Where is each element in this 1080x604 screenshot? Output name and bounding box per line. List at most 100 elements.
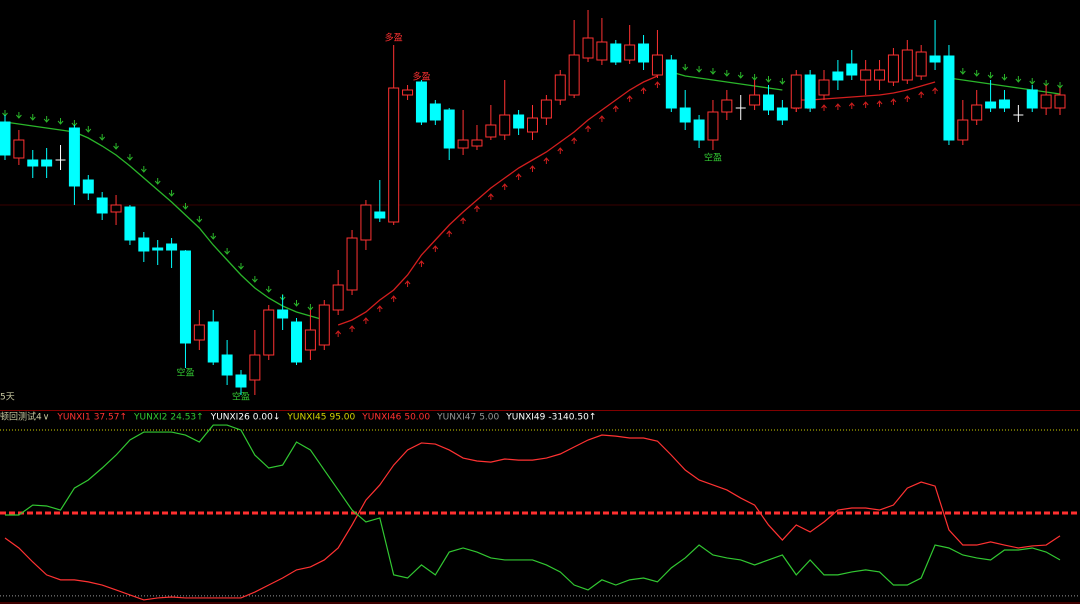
legend-text: YUNXI45 [286,413,326,423]
legend-text: ↑ [119,413,127,423]
candle-body [179,250,191,344]
candle-body [957,119,969,141]
candle-body [998,99,1010,109]
candle-body [804,74,816,109]
legend-text: YUNXI26 [210,413,250,423]
candle-body [193,324,205,341]
signal-arrow [113,143,119,150]
signal-arrow [710,68,716,75]
signal-arrow [599,115,605,122]
legend-text: 0.00 [253,413,273,423]
candle-body [110,204,122,213]
legend-text: -3140.50 [548,413,589,423]
signal-arrow [196,216,203,223]
signal-arrow [696,66,702,73]
candle-body [360,204,372,241]
candle-body [1040,94,1052,109]
signal-arrow [390,295,397,302]
candle-body [874,69,886,81]
signal-arrow [682,64,689,71]
candle-body [429,103,441,121]
candle-body [540,99,552,119]
candle-body [929,55,941,63]
candle-body [124,206,136,241]
candle-body [207,321,219,363]
candle-body [499,114,511,136]
signal-arrow [1029,78,1036,85]
candle-body [721,99,733,113]
candle-body [790,74,802,109]
legend-text: 5.00 [479,413,499,423]
candle-body [82,179,94,194]
candle-body [152,247,164,251]
candle-body [651,54,663,76]
candle-body [96,197,108,214]
legend-text: YUNXI47 [436,413,476,423]
signal-arrow [848,102,855,109]
signal-arrow [43,116,50,123]
signal-arrow [501,183,508,190]
signal-arrow [737,72,744,79]
legend-text: 24.53 [170,413,196,423]
candle-body [943,55,955,141]
signal-arrow [404,280,411,287]
signal-arrow [543,157,550,164]
signal-arrow [168,190,175,197]
signal-arrow [987,72,994,79]
signal-arrow [376,305,383,312]
signal-label: 空盈 [704,152,722,164]
candle-body [457,139,469,149]
candle-body [13,139,25,159]
legend-text: ↑ [196,413,204,423]
signal-arrow [446,230,453,237]
signal-arrow [251,276,258,283]
candle-body [235,374,247,388]
signal-arrow [418,260,425,267]
candle-body [915,51,927,77]
candle-body [1026,89,1038,109]
candle-body [693,119,705,141]
signal-arrow [265,286,272,293]
legend-text: ∨ [43,413,50,423]
candle-body [762,94,774,111]
candle-body [166,243,178,251]
candle-body [304,329,316,351]
candle-body [374,211,386,219]
signal-arrow [918,91,925,98]
candle-body [27,159,39,167]
signal-arrow [959,68,966,75]
candle-body [291,321,303,363]
signal-arrow [238,263,244,270]
signal-arrow [973,70,980,77]
stop-line [337,75,936,326]
candle-body [832,71,844,81]
period-label: 5天 [0,393,15,403]
signal-arrow [1001,74,1008,81]
signal-arrow [15,112,22,119]
legend-text: 顿回测试4 [0,411,42,423]
signal-arrow [487,193,494,200]
signal-arrow [154,178,161,185]
candle-body [638,43,650,63]
signal-arrow [1015,76,1022,83]
candle-body [221,354,233,376]
signal-arrow [307,304,314,311]
signal-label: 空盈 [232,391,250,403]
signal-arrow [862,101,869,108]
legend-text: YUNXI49 [505,413,545,423]
legend-text: ↓ [273,413,281,423]
candle-body [749,94,761,106]
signal-arrow [127,154,133,161]
candle-body [610,43,622,63]
signal-arrow [432,245,439,252]
signal-arrow [1057,82,1063,89]
signal-arrow [765,76,772,83]
signal-arrow [293,300,300,307]
signal-label: 空盈 [176,367,194,379]
candle-body [415,81,427,123]
candle-body [846,63,858,76]
legend-text: YUNXI46 [361,413,401,423]
legend-text: 95.00 [329,413,355,423]
